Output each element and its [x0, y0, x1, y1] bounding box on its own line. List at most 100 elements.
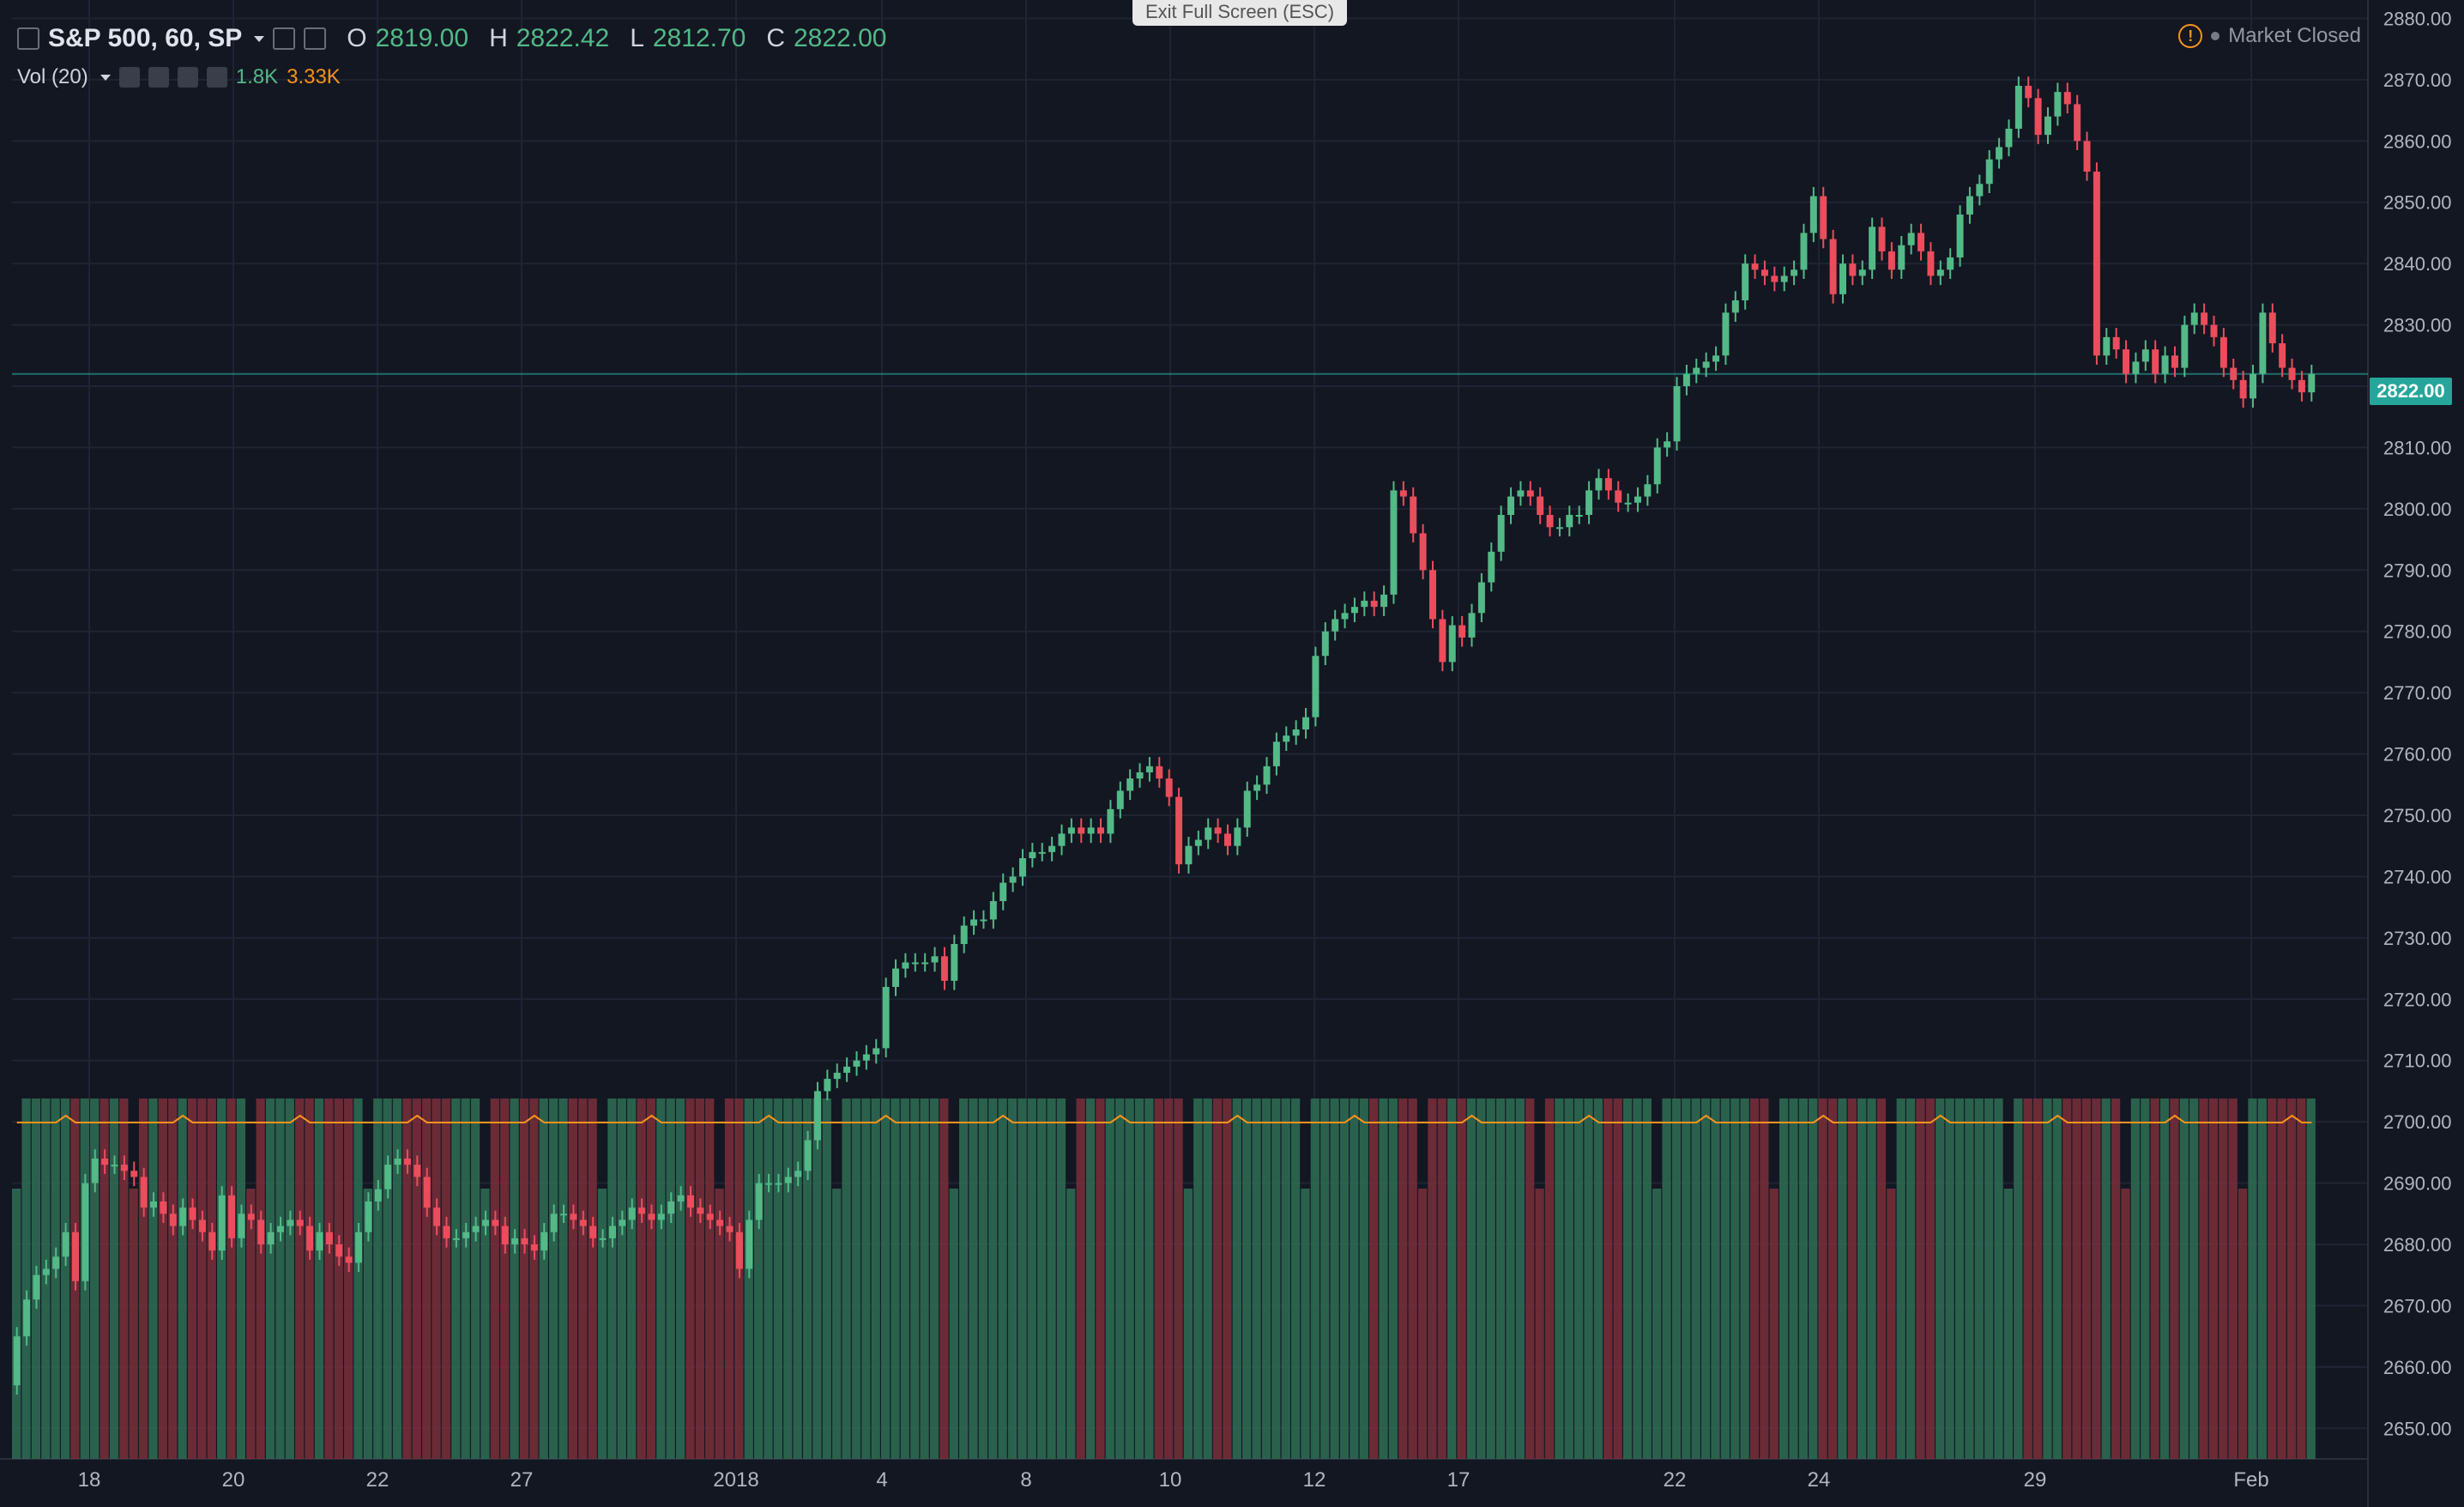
volume-bar — [60, 1098, 70, 1459]
candle-body — [2239, 379, 2247, 399]
volume-bar — [148, 1098, 158, 1459]
volume-bar — [1339, 1098, 1350, 1459]
price-tick-label: 2730.00 — [2383, 928, 2452, 949]
candle-body — [1223, 833, 1231, 846]
volume-bar — [1838, 1098, 1847, 1459]
chevron-down-icon[interactable] — [100, 74, 111, 81]
candle-body — [784, 1177, 792, 1183]
volume-bar — [666, 1098, 675, 1459]
candle-body — [1341, 613, 1349, 620]
volume-bar — [1076, 1098, 1085, 1459]
candle-body — [2230, 367, 2238, 380]
volume-bar — [812, 1098, 822, 1459]
candle-body — [1858, 269, 1866, 276]
exit-fullscreen-button[interactable]: Exit Full Screen (ESC) — [1132, 0, 1347, 26]
candle-body — [218, 1195, 226, 1251]
candle-body — [1332, 619, 1339, 632]
volume-bar — [1818, 1098, 1827, 1459]
candle-body — [1555, 527, 1563, 530]
candle-body — [902, 962, 909, 969]
candle-body — [1546, 515, 1554, 528]
eye-icon[interactable] — [273, 27, 296, 50]
volume-bar — [119, 1098, 129, 1459]
candle-body — [325, 1232, 333, 1244]
symbol-legend: S&P 500, 60, SP O 2819.00 H 2822.42 L 2812.… — [17, 24, 886, 53]
candle-body — [2025, 86, 2032, 99]
candle-body — [1029, 851, 1036, 858]
volume-bar — [1388, 1098, 1398, 1459]
candle-body — [1399, 490, 1407, 497]
volume-bar — [734, 1098, 744, 1459]
time-tick-label: 18 — [78, 1468, 101, 1492]
volume-bar — [764, 1098, 773, 1459]
candle-body — [1849, 263, 1857, 276]
price-tick-label: 2680.00 — [2383, 1234, 2452, 1256]
candle-body — [726, 1226, 734, 1232]
volume-bar — [548, 1098, 559, 1459]
candle-body — [1682, 373, 1690, 386]
price-tick-label: 2840.00 — [2383, 253, 2452, 275]
market-status[interactable]: ! Market Closed — [2178, 24, 2361, 48]
candle-body — [1361, 601, 1368, 608]
candle-body — [316, 1232, 323, 1251]
volume-bar — [2101, 1098, 2111, 1459]
volume-bar — [1711, 1098, 1720, 1459]
candle-body — [1477, 582, 1485, 614]
chevron-down-icon[interactable] — [254, 35, 265, 42]
volume-bar — [1154, 1098, 1163, 1459]
volume-bar — [744, 1098, 753, 1459]
close-icon[interactable] — [206, 67, 227, 88]
volume-bar — [578, 1098, 588, 1459]
gear-icon[interactable] — [148, 67, 169, 88]
candle-body — [23, 1299, 31, 1337]
volume-bar — [1682, 1098, 1691, 1459]
candle-body — [843, 1066, 851, 1073]
price-tick-label: 2650.00 — [2383, 1418, 2452, 1439]
collapse-legend-icon[interactable] — [17, 27, 39, 50]
candle-body — [1517, 490, 1525, 497]
candle-body — [335, 1244, 343, 1257]
candle-body — [277, 1226, 284, 1232]
warning-icon[interactable]: ! — [2178, 24, 2203, 48]
volume-label[interactable]: Vol (20) — [17, 65, 88, 88]
volume-bar — [1417, 1189, 1428, 1459]
gear-icon[interactable] — [304, 27, 327, 50]
volume-bar — [2159, 1098, 2170, 1459]
candle-body — [403, 1159, 411, 1165]
candle-body — [862, 1054, 870, 1061]
volume-bar — [2257, 1098, 2267, 1459]
candle-body — [1439, 619, 1446, 663]
add-icon[interactable] — [177, 67, 198, 88]
candle-body — [1996, 147, 2003, 160]
symbol-title[interactable]: S&P 500, 60, SP — [48, 24, 243, 52]
volume-bar — [2032, 1098, 2043, 1459]
volume-bar — [588, 1098, 597, 1459]
price-tick-label: 2770.00 — [2383, 682, 2452, 704]
high-value: 2822.42 — [516, 24, 610, 52]
candle-body — [697, 1207, 704, 1214]
eye-icon[interactable] — [118, 67, 140, 88]
volume-bar — [373, 1098, 383, 1459]
volume-bar — [637, 1098, 646, 1459]
price-tick-label: 2810.00 — [2383, 437, 2452, 458]
volume-bar — [197, 1098, 207, 1459]
volume-bar — [910, 1098, 920, 1459]
candle-body — [970, 919, 978, 926]
volume-bar — [929, 1098, 939, 1459]
volume-bar — [1320, 1098, 1330, 1459]
volume-bar — [275, 1098, 285, 1459]
volume-bar — [324, 1098, 334, 1459]
volume-bar — [2170, 1098, 2179, 1459]
volume-bar — [402, 1098, 412, 1459]
volume-bar — [1193, 1098, 1203, 1459]
volume-bar — [1398, 1098, 1408, 1459]
volume-bar — [21, 1098, 31, 1459]
candle-body — [160, 1201, 167, 1214]
volume-bar — [353, 1098, 363, 1459]
candle-body — [1370, 601, 1378, 608]
candle-body — [2005, 129, 2013, 148]
price-tick-label: 2800.00 — [2383, 499, 2452, 520]
candle-body — [1058, 833, 1066, 846]
